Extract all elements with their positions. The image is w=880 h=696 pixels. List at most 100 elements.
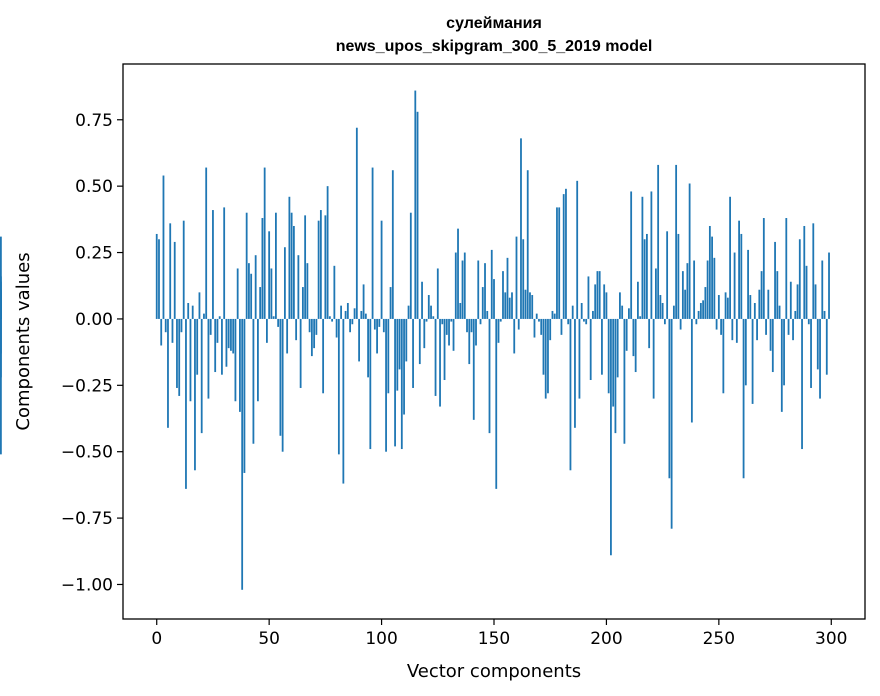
bar bbox=[216, 318, 219, 343]
bar bbox=[524, 289, 527, 319]
bar bbox=[328, 316, 331, 319]
bar bbox=[484, 263, 486, 319]
bar bbox=[430, 305, 432, 319]
bar bbox=[254, 255, 257, 319]
bar bbox=[814, 284, 817, 319]
bar bbox=[598, 271, 601, 319]
bar bbox=[740, 233, 743, 319]
bar bbox=[677, 233, 680, 319]
bar bbox=[479, 318, 482, 325]
bar bbox=[623, 318, 626, 444]
bar bbox=[726, 297, 729, 319]
bar bbox=[167, 318, 169, 428]
bar bbox=[679, 318, 682, 330]
bar bbox=[396, 318, 399, 391]
bar bbox=[319, 210, 322, 319]
bar bbox=[639, 316, 642, 319]
bar bbox=[391, 170, 394, 319]
bar bbox=[529, 292, 531, 319]
bar bbox=[553, 313, 556, 319]
bar bbox=[603, 284, 606, 319]
bar bbox=[612, 318, 615, 407]
bar bbox=[412, 318, 414, 388]
bar bbox=[560, 318, 563, 335]
bar bbox=[780, 318, 783, 412]
bar bbox=[178, 318, 181, 396]
bar bbox=[686, 263, 689, 319]
bar bbox=[531, 295, 534, 319]
bar bbox=[751, 318, 754, 404]
bar bbox=[164, 318, 167, 333]
bar bbox=[783, 318, 785, 386]
bar bbox=[301, 287, 304, 319]
bar bbox=[185, 318, 187, 489]
bar bbox=[497, 318, 500, 343]
bar bbox=[558, 207, 561, 319]
bar bbox=[212, 210, 214, 319]
bar bbox=[225, 318, 228, 367]
bar bbox=[641, 196, 644, 319]
bar bbox=[230, 318, 232, 351]
bar bbox=[796, 284, 799, 319]
bar bbox=[382, 318, 385, 333]
bar bbox=[0, 318, 2, 455]
bar bbox=[717, 295, 720, 319]
bar bbox=[155, 233, 158, 319]
bar bbox=[439, 318, 441, 407]
bar bbox=[313, 318, 316, 349]
bar bbox=[749, 295, 752, 319]
bar bbox=[295, 318, 298, 341]
bar bbox=[373, 318, 376, 330]
bar bbox=[0, 276, 2, 319]
bar bbox=[504, 292, 507, 319]
bar bbox=[805, 265, 808, 319]
bar bbox=[0, 318, 2, 354]
bar bbox=[288, 196, 291, 319]
bar bbox=[200, 318, 203, 434]
bar bbox=[286, 318, 289, 354]
bar bbox=[270, 268, 273, 319]
bar bbox=[346, 303, 349, 319]
bar bbox=[513, 318, 516, 354]
bar bbox=[785, 218, 788, 319]
bar bbox=[272, 316, 275, 319]
bar bbox=[767, 289, 770, 319]
bar bbox=[261, 218, 264, 319]
bar bbox=[648, 318, 651, 349]
bar bbox=[239, 318, 241, 412]
x-tick-label: 300 bbox=[815, 629, 847, 649]
bar bbox=[250, 273, 253, 319]
bar bbox=[625, 318, 628, 351]
bar bbox=[436, 268, 439, 319]
bar bbox=[681, 271, 684, 319]
bar bbox=[196, 318, 199, 375]
bar bbox=[666, 231, 669, 319]
bar bbox=[668, 318, 671, 479]
bar bbox=[760, 271, 763, 319]
bar bbox=[481, 287, 484, 319]
bar bbox=[416, 111, 419, 319]
bar bbox=[337, 318, 340, 455]
bar bbox=[583, 318, 585, 322]
bar bbox=[326, 186, 329, 319]
bar bbox=[650, 191, 653, 319]
bar bbox=[203, 313, 205, 319]
x-axis-ticks: 0 50 100 150 200 250 300 bbox=[151, 619, 847, 649]
bar bbox=[268, 231, 271, 319]
bar bbox=[729, 196, 731, 319]
bar bbox=[690, 318, 693, 423]
bar bbox=[315, 318, 318, 335]
bar bbox=[661, 303, 664, 319]
bar bbox=[425, 318, 428, 322]
bar bbox=[457, 228, 459, 319]
bar bbox=[194, 318, 196, 471]
bar bbox=[466, 318, 468, 333]
bar bbox=[257, 318, 259, 402]
y-tick-label: 0.00 bbox=[75, 310, 113, 330]
x-tick-label: 50 bbox=[258, 629, 280, 649]
bar bbox=[792, 318, 794, 341]
bar bbox=[421, 281, 423, 319]
bar bbox=[502, 271, 504, 319]
x-tick-label: 0 bbox=[151, 629, 162, 649]
